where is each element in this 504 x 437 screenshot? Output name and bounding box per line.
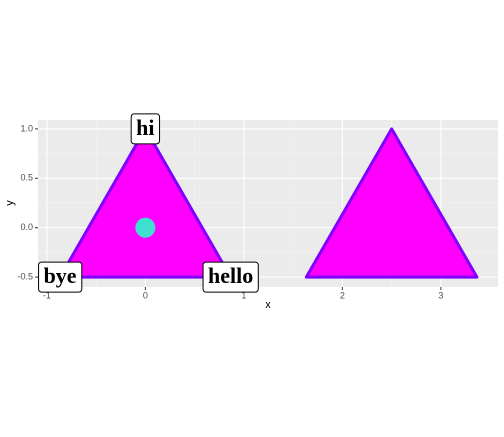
x-tick-label: 1 (241, 290, 246, 300)
y-tick-label: 0.0 (20, 222, 33, 232)
label: hello (202, 261, 259, 293)
label: hi (130, 113, 161, 145)
label-text: hi (136, 115, 154, 140)
label-box (38, 261, 83, 293)
y-axis-title: y (4, 200, 16, 206)
label-box (130, 113, 161, 145)
x-tick-label: 2 (340, 290, 345, 300)
x-axis-title: x (265, 299, 271, 311)
x-tick-label: 0 (143, 290, 148, 300)
polygon (304, 127, 479, 279)
label-text: hello (208, 263, 253, 288)
y-tick-label: 0.5 (20, 173, 33, 183)
polygon (58, 127, 233, 279)
x-tick-label: -1 (43, 290, 51, 300)
label-text: bye (44, 263, 77, 288)
y-tick-label: 1.0 (20, 123, 33, 133)
point (135, 217, 156, 238)
label: bye (38, 261, 83, 293)
label-box (202, 261, 259, 293)
x-tick-label: 3 (438, 290, 443, 300)
y-tick-label: -0.5 (17, 271, 33, 281)
